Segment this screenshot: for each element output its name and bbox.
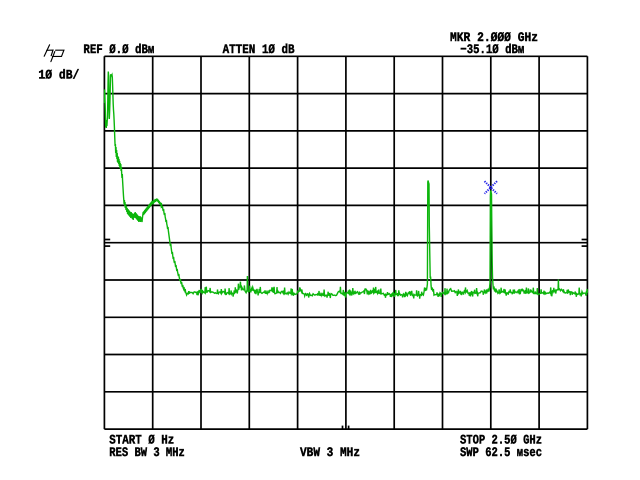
svg-text:1Ø dB/: 1Ø dB/ bbox=[38, 67, 79, 82]
svg-text:SWP 62.5 мsec: SWP 62.5 мsec bbox=[460, 445, 542, 460]
svg-text:START Ø Hz: START Ø Hz bbox=[109, 433, 174, 448]
svg-text:MKR 2.ØØØ GHz: MKR 2.ØØØ GHz bbox=[450, 30, 538, 45]
svg-text:RES BW 3 MHz: RES BW 3 MHz bbox=[109, 445, 185, 460]
svg-text:VBW 3 MHz: VBW 3 MHz bbox=[300, 445, 360, 460]
svg-text:ATTEN 1Ø dB: ATTEN 1Ø dB bbox=[223, 42, 295, 57]
svg-text:STOP 2.5Ø GHz: STOP 2.5Ø GHz bbox=[460, 433, 542, 448]
svg-text:REF Ø.Ø dBм: REF Ø.Ø dBм bbox=[83, 42, 154, 57]
svg-text:−35.1Ø dBм: −35.1Ø dBм bbox=[460, 42, 524, 57]
